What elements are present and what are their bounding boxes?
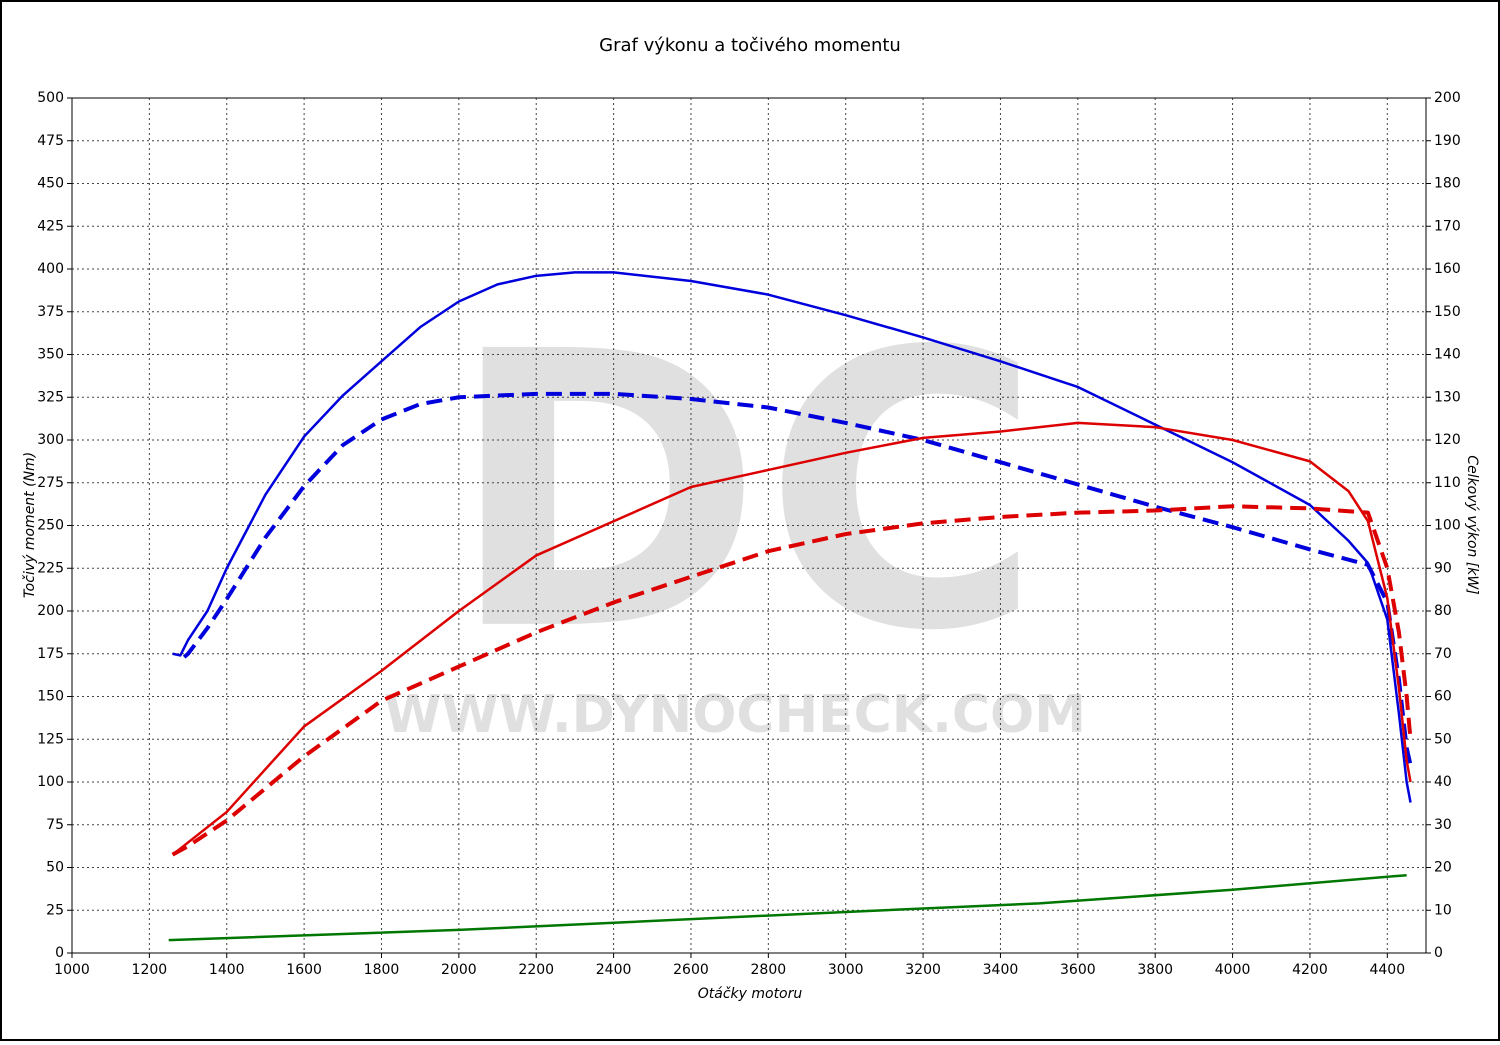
chart-title: Graf výkonu a točivého momentu [599, 35, 901, 56]
y2-tick-label: 10 [1434, 902, 1452, 918]
y2-tick-label: 200 [1434, 90, 1461, 106]
y2-tick-label: 110 [1434, 475, 1461, 491]
series-line [171, 421, 1412, 856]
y2-tick-label: 60 [1434, 689, 1452, 705]
y-tick-label: 425 [37, 218, 64, 234]
y-tick-label: 375 [37, 304, 64, 320]
x-tick-label: 4400 [1369, 962, 1405, 978]
y2-tick-label: 130 [1434, 389, 1461, 405]
x-tick-label: 3600 [1060, 962, 1096, 978]
y-tick-label: 225 [37, 560, 64, 576]
x-tick-label: 4000 [1215, 962, 1251, 978]
y-tick-label: 250 [37, 518, 64, 534]
y2-tick-label: 20 [1434, 860, 1452, 876]
x-tick-label: 3400 [983, 962, 1019, 978]
y-tick-label: 350 [37, 347, 64, 363]
y-tick-label: 100 [37, 774, 64, 790]
x-tick-label: 2800 [751, 962, 787, 978]
y-tick-label: 400 [37, 261, 64, 277]
series-line [171, 504, 1413, 857]
x-tick-label: 3000 [828, 962, 864, 978]
y2-tick-label: 50 [1434, 731, 1452, 747]
x-tick-label: 4200 [1292, 962, 1328, 978]
y-tick-label: 325 [37, 389, 64, 405]
y-tick-label: 150 [37, 689, 64, 705]
y-tick-label: 50 [46, 860, 64, 876]
y-tick-label: 450 [37, 176, 64, 192]
series-line [172, 271, 1412, 803]
y-tick-label: 200 [37, 603, 64, 619]
x-tick-label: 1400 [209, 962, 245, 978]
y2-tick-label: 30 [1434, 817, 1452, 833]
y2-tick-label: 70 [1434, 646, 1452, 662]
y-tick-label: 500 [37, 90, 64, 106]
y-tick-label: 175 [37, 646, 64, 662]
y2-tick-label: 90 [1434, 560, 1452, 576]
y-tick-label: 75 [46, 817, 64, 833]
series-line [182, 391, 1413, 766]
x-tick-label: 2000 [441, 962, 477, 978]
y2-tick-label: 120 [1434, 432, 1461, 448]
y2-tick-label: 0 [1434, 945, 1443, 961]
y2-axis-label: Celkový výkon [kW] [1464, 455, 1480, 594]
x-tick-label: 3800 [1137, 962, 1173, 978]
x-tick-label: 1800 [364, 962, 400, 978]
y2-tick-label: 160 [1434, 261, 1461, 277]
x-tick-label: 1200 [132, 962, 168, 978]
y2-tick-label: 170 [1434, 218, 1461, 234]
x-tick-label: 2400 [596, 962, 632, 978]
y-tick-label: 275 [37, 475, 64, 491]
y2-tick-label: 80 [1434, 603, 1452, 619]
x-tick-label: 2200 [518, 962, 554, 978]
y-axis-label: Točivý moment (Nm) [22, 452, 38, 598]
y2-tick-label: 100 [1434, 518, 1461, 534]
x-axis-label: Otáčky motoru [698, 986, 803, 1002]
x-tick-label: 1600 [286, 962, 322, 978]
y-tick-label: 475 [37, 133, 64, 149]
watermark-url: WWW.DYNOCHECK.COM [384, 685, 1086, 745]
x-tick-label: 2600 [673, 962, 709, 978]
y2-tick-label: 40 [1434, 774, 1452, 790]
y2-tick-label: 180 [1434, 176, 1461, 192]
y-tick-label: 300 [37, 432, 64, 448]
y-tick-label: 25 [46, 902, 64, 918]
y2-tick-label: 190 [1434, 133, 1461, 149]
watermark-logo: DC [448, 271, 1042, 714]
x-tick-label: 1000 [54, 962, 90, 978]
x-tick-label: 3200 [905, 962, 941, 978]
y-tick-label: 125 [37, 731, 64, 747]
plot-area [71, 97, 1427, 954]
y-tick-label: 0 [55, 945, 64, 961]
y2-tick-label: 150 [1434, 304, 1461, 320]
series-line [168, 873, 1407, 942]
y2-tick-label: 140 [1434, 347, 1461, 363]
